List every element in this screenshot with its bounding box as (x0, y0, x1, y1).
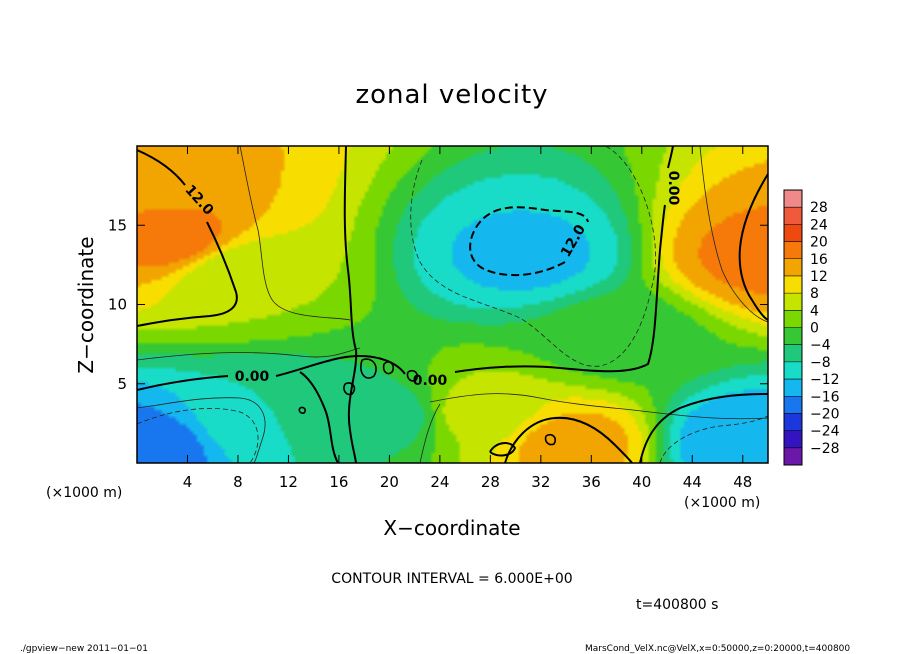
contour-line-zero (406, 369, 419, 382)
contour-line-zero (504, 416, 633, 463)
colorbar-swatch (784, 275, 802, 294)
y-tick-label: 15 (108, 216, 127, 234)
contour-line-thin (137, 397, 266, 463)
contour-line-zero (360, 358, 377, 379)
x-tick-label: 12 (279, 473, 298, 491)
contour-line-thin (429, 393, 768, 420)
y-axis-label: Z−coordinate (74, 236, 98, 373)
x-axis-label: X−coordinate (383, 516, 520, 540)
colorbar-label: 0 (810, 321, 819, 337)
contour-line-zero (667, 146, 674, 169)
chart-title: zonal velocity (355, 80, 548, 110)
contour-label: 0.00 (235, 369, 270, 385)
colorbar-label: −24 (810, 424, 840, 440)
contour-label: 0.00 (413, 373, 448, 389)
colorbar-label: −20 (810, 406, 840, 422)
contour-line-12 (137, 149, 186, 186)
y-tick-label: 10 (108, 296, 127, 314)
colorbar-swatch (784, 327, 802, 346)
colorbar-swatch (784, 344, 802, 363)
contour-line-zero (454, 204, 666, 373)
colorbar-swatch (784, 379, 802, 397)
contour-line-zero (137, 375, 229, 391)
velocity-heatmap (137, 146, 768, 463)
colorbar-label: −12 (810, 372, 840, 388)
footer-left: ./gpview−new 2011−01−01 (20, 644, 148, 654)
contour-line-zero (343, 146, 358, 463)
colorbar-swatch (784, 310, 802, 328)
x-tick-label: 40 (632, 473, 651, 491)
colorbar-swatch (784, 447, 802, 466)
contour-line-thin (239, 146, 351, 321)
time-label: t=400800 s (636, 597, 718, 613)
contour-lines (137, 146, 768, 463)
contour-line-thin (699, 146, 768, 323)
x-tick-label: 16 (329, 473, 348, 491)
colorbar-label: −28 (810, 441, 840, 457)
contour-line-zero (382, 361, 395, 375)
footer-right: MarsCond_VelX.nc@VelX,x=0:50000,z=0:2000… (585, 644, 850, 654)
contour-line-zero (544, 433, 557, 446)
colorbar-swatch (784, 241, 802, 260)
contour-line-12 (137, 221, 238, 327)
colorbar-label: 24 (810, 217, 828, 233)
x-tick-label: 28 (481, 473, 500, 491)
x-unit-left: (×1000 m) (46, 485, 122, 501)
contour-line-zero (489, 442, 517, 457)
x-tick-label: 20 (380, 473, 399, 491)
contour-line-thin (137, 347, 361, 361)
plot-area: 12.0 12.0 0.00 0.00 0.00 4 8 12 16 20 24 28 32 3… (108, 145, 769, 491)
contour-line-zero (343, 382, 356, 396)
colorbar-swatch (784, 396, 802, 414)
x-tick-label: 8 (233, 473, 243, 491)
colorbar-swatch (784, 413, 802, 432)
contour-line-zero (299, 371, 339, 463)
colorbar-label: 8 (810, 286, 819, 302)
x-tick-label: 48 (733, 473, 752, 491)
colorbar-label: 28 (810, 200, 828, 216)
colorbar-swatch (784, 361, 802, 380)
colorbar-swatch (784, 258, 802, 277)
colorbar-label: 12 (810, 269, 828, 285)
colorbar-label: 4 (810, 303, 819, 319)
contour-line-thin (419, 403, 441, 463)
x-tick-label: 32 (531, 473, 550, 491)
colorbar-swatch (784, 190, 802, 208)
contour-interval-note: CONTOUR INTERVAL = 6.000E+00 (331, 571, 572, 587)
contour-line-zero (298, 406, 307, 414)
colorbar-swatch (784, 224, 802, 243)
contour-line-dashed (659, 415, 768, 463)
colorbar-swatch (784, 207, 802, 225)
y-tick-label: 5 (117, 375, 127, 393)
colorbar-swatch (784, 293, 802, 311)
x-tick-label: 24 (430, 473, 449, 491)
contour-line-dashed (137, 408, 259, 463)
x-unit-right: (×1000 m) (684, 495, 760, 511)
colorbar-label: −4 (810, 338, 831, 354)
contour-line-zero (639, 393, 768, 463)
x-tick-label: 4 (183, 473, 193, 491)
colorbar-label: −8 (810, 355, 831, 371)
contour-line-dashed (410, 146, 656, 367)
contour-line-minus12 (469, 206, 589, 277)
colorbar-label: 20 (810, 235, 828, 251)
x-tick-label: 36 (582, 473, 601, 491)
x-tick-label: 44 (683, 473, 702, 491)
contour-line-12 (738, 173, 768, 321)
colorbar-swatch (784, 430, 802, 449)
colorbar-label: −16 (810, 389, 840, 405)
contour-label: 0.00 (665, 171, 681, 206)
colorbar-label: 16 (810, 252, 828, 268)
